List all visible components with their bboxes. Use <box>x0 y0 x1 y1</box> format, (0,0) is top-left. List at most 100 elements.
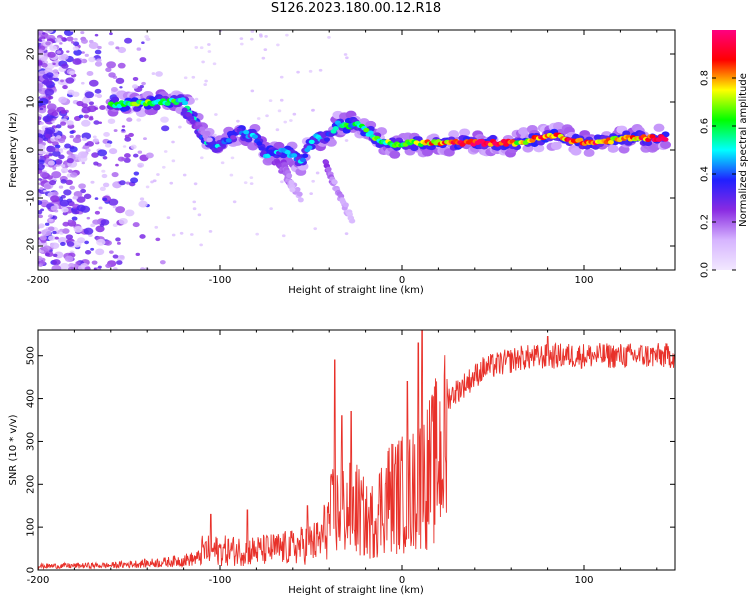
spectrogram-noise-blob <box>72 46 79 51</box>
spectrogram-ridge-cell <box>410 145 419 152</box>
spectrogram-noise-blob <box>192 200 197 204</box>
spectrogram-noise-blob <box>78 183 86 189</box>
spectrogram-noise-blob <box>197 213 202 217</box>
colorbar-ticks: 0.0 0.2 0.4 0.6 0.8 <box>700 70 736 278</box>
spectrogram-noise-blob <box>112 223 118 227</box>
spectrogram-noise-blob <box>139 57 147 63</box>
spectrogram-ridge-cell <box>645 137 652 143</box>
spectrogram-ridge-cell <box>570 147 582 156</box>
spectrogram-noise-blob <box>97 265 102 269</box>
spectrogram-noise-blob <box>69 146 78 153</box>
snr-x-tick-label: -200 <box>27 575 50 586</box>
spectrogram-noise-blob <box>166 216 171 219</box>
spectrogram-noise-blob <box>117 62 126 69</box>
spectrogram-noise-blob <box>160 116 169 123</box>
spectrogram-noise-blob <box>58 138 66 144</box>
spectrogram-ridge-cell <box>265 153 272 159</box>
spectrogram-noise-blob <box>52 230 57 235</box>
spectrogram-noise-blob <box>192 207 197 211</box>
spectrogram-noise-blob <box>60 121 67 126</box>
spectrogram-noise-blob <box>132 222 140 228</box>
spectrogram-noise-blob <box>51 264 62 270</box>
spectrogram-ridge-cell <box>448 130 460 139</box>
spectrogram-ridge-cell <box>644 140 653 147</box>
spectrogram-noise-blob <box>62 211 68 216</box>
spectrogram-branch-cell <box>181 107 188 113</box>
spectrogram-noise-blob <box>63 115 69 119</box>
spectrogram-noise-blob <box>65 179 73 186</box>
spectrogram-noise-blob <box>255 232 259 236</box>
spectrogram-noise-blob <box>108 250 114 254</box>
spectrogram-noise-blob <box>46 103 57 111</box>
spectrogram-noise-blob <box>236 119 240 123</box>
spectrogram-noise-blob <box>92 135 97 139</box>
spectrogram-noise-blob <box>207 50 212 53</box>
spectrogram-noise-blob <box>143 137 147 141</box>
spectrogram-ridge-cell <box>302 153 309 159</box>
spectrogram-noise-blob <box>154 225 159 229</box>
spectrogram-noise-blob <box>92 219 100 225</box>
spectrogram-noise-blob <box>67 266 75 270</box>
spectrogram-noise-blob <box>58 47 63 51</box>
spectrogram-y-tick-label: -20 <box>26 238 37 254</box>
spectrogram-noise-blob <box>116 241 121 245</box>
spectrogram-noise-blob <box>308 69 313 73</box>
spectrogram-noise-blob <box>105 67 112 73</box>
colorbar-tick-label: 0.8 <box>700 70 711 86</box>
spectrogram-noise-blob <box>66 120 74 126</box>
spectrogram-noise-blob <box>94 210 101 215</box>
spectrogram-noise-blob <box>56 50 62 54</box>
spectrogram-noise-blob <box>38 156 41 160</box>
spectrogram-noise-blob <box>130 144 137 150</box>
spectrogram-noise-blob <box>43 245 51 252</box>
spectrogram-noise-blob <box>249 37 254 41</box>
spectrogram-noise-blob <box>73 49 82 56</box>
spectrogram-noise-blob <box>193 182 198 186</box>
spectrogram-noise-blob <box>94 197 99 200</box>
spectrogram-noise-blob <box>285 33 289 37</box>
spectrogram-noise-blob <box>88 79 99 87</box>
spectrogram-noise-blob <box>40 208 45 212</box>
spectrogram-noise-blob <box>141 81 146 86</box>
spectrogram-branch-cell <box>325 166 332 172</box>
spectrogram-noise-blob <box>80 205 91 213</box>
spectrogram-noise-blob <box>119 86 123 89</box>
spectrogram-noise-blob <box>72 58 82 65</box>
spectrogram-noise-blob <box>91 152 99 158</box>
spectrogram-noise-blob <box>343 53 348 56</box>
spectrogram-noise-blob <box>63 189 72 196</box>
spectrogram-noise-blob <box>61 207 69 213</box>
spectrogram-noise-blob <box>83 227 94 235</box>
spectrogram-noise-blob <box>86 70 94 76</box>
spectrogram-branch-cell <box>286 173 293 179</box>
spectrogram-noise-blob <box>207 43 211 46</box>
spectrogram-noise-blob <box>66 50 70 53</box>
spectrogram-branch-cell <box>294 187 301 193</box>
spectrogram-ridge-cell <box>607 139 614 145</box>
spectrogram-noise-blob <box>45 127 56 135</box>
spectrogram-noise-blob <box>84 91 95 99</box>
spectrogram-noise-blob <box>101 169 106 173</box>
spectrogram-noise-blob <box>106 61 117 69</box>
spectrogram-noise-blob <box>55 124 62 129</box>
spectrogram-noise-blob <box>38 56 41 60</box>
spectrogram-noise-blob <box>65 77 75 84</box>
spectrogram-noise-blob <box>115 163 119 167</box>
spectrogram-noise-blob <box>268 99 273 103</box>
spectrogram-noise-blob <box>38 248 42 254</box>
spectrogram-noise-blob <box>52 62 56 66</box>
spectrogram-noise-blob <box>39 187 44 190</box>
spectrogram-noise-blob <box>90 247 95 251</box>
spectrogram-noise-blob <box>344 139 349 142</box>
snr-axes: -200 -100 0 100 0 100 200 300 400 500 <box>26 330 675 586</box>
spectrogram-noise-blob <box>51 171 62 179</box>
spectrogram-noise-blob <box>144 35 150 39</box>
spectrogram-noise-blob <box>82 98 90 103</box>
spectrogram-noise-blob <box>72 136 82 144</box>
spectrogram-noise-blob <box>68 262 75 268</box>
spectrogram-noise-blob <box>214 113 218 116</box>
spectrogram-noise-blob <box>84 266 91 270</box>
spectrogram-ridge-cell <box>258 146 265 151</box>
spectrogram-noise-blob <box>48 218 54 222</box>
